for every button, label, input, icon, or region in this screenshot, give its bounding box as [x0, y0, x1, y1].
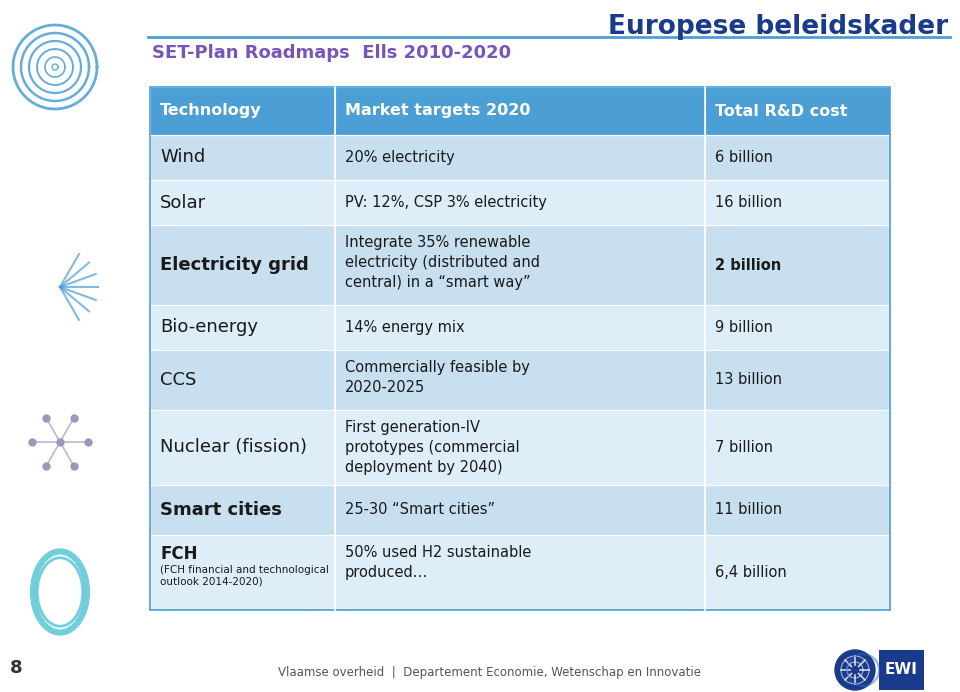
Bar: [335, 87, 705, 135]
Text: Solar: Solar: [160, 194, 206, 212]
Text: First generation-IV
prototypes (commercial
deployment by 2040): First generation-IV prototypes (commerci…: [345, 420, 519, 475]
Text: 50% used H2 sustainable
produced…: 50% used H2 sustainable produced…: [345, 545, 532, 580]
Text: Vlaamse overheid  |  Departement Economie, Wetenschap en Innovatie: Vlaamse overheid | Departement Economie,…: [278, 666, 702, 679]
Circle shape: [835, 650, 875, 690]
Text: Europese beleidskader: Europese beleidskader: [608, 14, 948, 40]
Text: Integrate 35% renewable
electricity (distributed and
central) in a “smart way”: Integrate 35% renewable electricity (dis…: [345, 235, 540, 289]
Text: CCS: CCS: [160, 371, 197, 389]
Bar: [150, 410, 335, 485]
Bar: [335, 135, 705, 180]
Bar: [335, 350, 705, 410]
Bar: [705, 485, 890, 535]
Bar: [335, 225, 705, 305]
Bar: [705, 225, 890, 305]
Text: 6,4 billion: 6,4 billion: [715, 565, 787, 580]
Text: 8: 8: [10, 659, 23, 677]
Bar: [705, 410, 890, 485]
Bar: [335, 305, 705, 350]
Text: 13 billion: 13 billion: [715, 372, 782, 388]
Text: 20% electricity: 20% electricity: [345, 150, 455, 165]
Text: 14% energy mix: 14% energy mix: [345, 320, 465, 335]
Text: (FCH financial and technological
outlook 2014-2020): (FCH financial and technological outlook…: [160, 565, 329, 587]
Text: 2 billion: 2 billion: [715, 257, 781, 273]
Text: 9 billion: 9 billion: [715, 320, 773, 335]
Bar: [705, 180, 890, 225]
Text: EWI: EWI: [884, 662, 918, 677]
Text: Smart cities: Smart cities: [160, 501, 282, 519]
Text: 6 billion: 6 billion: [715, 150, 773, 165]
Text: 25-30 “Smart cities”: 25-30 “Smart cities”: [345, 502, 495, 518]
Bar: [705, 135, 890, 180]
Text: SET-Plan Roadmaps  Ells 2010-2020: SET-Plan Roadmaps Ells 2010-2020: [152, 44, 511, 62]
Bar: [705, 350, 890, 410]
Text: 7 billion: 7 billion: [715, 440, 773, 455]
Bar: [150, 305, 335, 350]
Bar: [335, 410, 705, 485]
Text: 16 billion: 16 billion: [715, 195, 782, 210]
Bar: [150, 87, 890, 610]
Text: Commercially feasible by
2020-2025: Commercially feasible by 2020-2025: [345, 360, 530, 395]
Bar: [335, 180, 705, 225]
Bar: [335, 535, 705, 610]
Text: Technology: Technology: [160, 104, 262, 118]
Text: Nuclear (fission): Nuclear (fission): [160, 439, 307, 457]
Bar: [705, 535, 890, 610]
Bar: [150, 225, 335, 305]
Bar: [150, 180, 335, 225]
Text: Market targets 2020: Market targets 2020: [345, 104, 531, 118]
Text: Bio-energy: Bio-energy: [160, 318, 258, 336]
Text: 11 billion: 11 billion: [715, 502, 782, 518]
Bar: [150, 535, 335, 610]
Text: FCH: FCH: [160, 545, 198, 563]
Text: Total R&D cost: Total R&D cost: [715, 104, 848, 118]
Bar: [150, 135, 335, 180]
Bar: [879, 650, 924, 690]
Bar: [150, 485, 335, 535]
Bar: [150, 87, 335, 135]
Bar: [705, 87, 890, 135]
Bar: [705, 305, 890, 350]
Text: PV: 12%, CSP 3% electricity: PV: 12%, CSP 3% electricity: [345, 195, 547, 210]
Bar: [150, 350, 335, 410]
Text: Wind: Wind: [160, 149, 205, 167]
Bar: [335, 485, 705, 535]
Text: Electricity grid: Electricity grid: [160, 256, 309, 274]
